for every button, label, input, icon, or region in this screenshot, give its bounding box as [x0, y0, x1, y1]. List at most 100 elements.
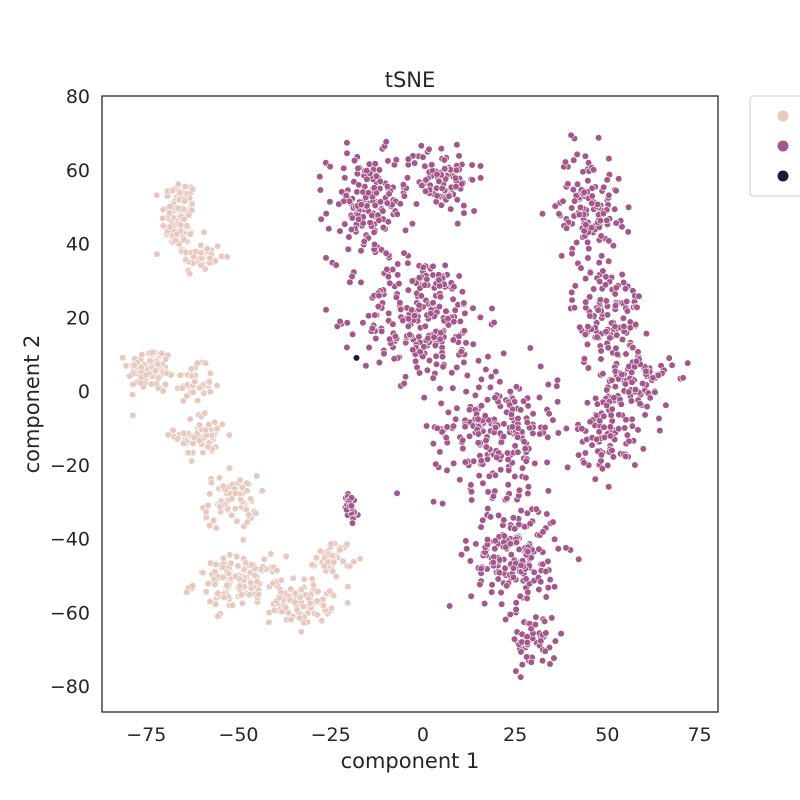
scatter-point: [442, 434, 450, 442]
scatter-point: [370, 228, 378, 236]
scatter-point: [611, 290, 619, 298]
scatter-point: [248, 560, 256, 569]
scatter-point: [612, 284, 620, 292]
scatter-point: [500, 420, 508, 428]
scatter-point: [544, 487, 553, 495]
scatter-point: [206, 388, 214, 396]
scatter-point: [546, 660, 554, 668]
scatter-point: [512, 667, 520, 675]
scatter-point: [592, 435, 601, 444]
scatter-point: [162, 369, 170, 377]
scatter-point: [366, 219, 374, 227]
scatter-point: [432, 352, 440, 360]
scatter-point: [189, 388, 197, 396]
scatter-point: [454, 220, 462, 228]
scatter-point: [432, 360, 441, 368]
scatter-point: [594, 134, 603, 142]
scatter-point: [618, 335, 627, 344]
scatter-point: [349, 330, 357, 339]
scatter-point: [684, 359, 692, 367]
scatter-point: [228, 495, 236, 503]
scatter-point: [352, 354, 361, 362]
scatter-point: [477, 564, 485, 573]
scatter-point: [488, 581, 496, 589]
scatter-point: [631, 386, 640, 394]
scatter-point: [228, 511, 236, 520]
scatter-point: [363, 167, 371, 175]
scatter-point: [544, 380, 552, 389]
scatter-point: [269, 579, 277, 587]
scatter-point: [332, 572, 340, 581]
scatter-point: [350, 157, 359, 165]
scatter-point: [586, 269, 595, 277]
scatter-point: [509, 573, 518, 582]
chart-title: tSNE: [385, 68, 436, 92]
scatter-point: [219, 554, 227, 562]
scatter-point: [551, 202, 559, 210]
scatter-point: [129, 391, 137, 399]
scatter-point: [450, 283, 458, 291]
scatter-point: [239, 536, 247, 544]
scatter-point: [511, 472, 519, 481]
scatter-point: [233, 552, 241, 561]
scatter-point: [203, 245, 211, 253]
scatter-point: [553, 398, 562, 406]
scatter-point: [300, 575, 308, 583]
scatter-point: [549, 416, 557, 424]
scatter-point: [397, 305, 405, 314]
scatter-point: [211, 580, 219, 589]
scatter-point: [174, 204, 182, 212]
scatter-point: [582, 221, 590, 229]
scatter-point: [512, 538, 521, 547]
scatter-point: [428, 161, 436, 169]
x-axis-label: component 1: [341, 749, 480, 773]
scatter-point: [431, 341, 440, 350]
scatter-point: [642, 330, 651, 338]
scatter-point: [318, 617, 326, 625]
scatter-point: [236, 476, 244, 484]
scatter-point: [287, 615, 295, 624]
scatter-point: [476, 162, 485, 170]
scatter-point: [406, 331, 414, 339]
scatter-point: [612, 187, 620, 195]
scatter-point: [492, 424, 500, 432]
scatter-point: [394, 271, 402, 279]
scatter-point: [184, 449, 192, 457]
scatter-point: [469, 340, 477, 348]
scatter-point: [524, 548, 532, 556]
scatter-point: [538, 210, 547, 218]
scatter-point: [456, 317, 465, 326]
scatter-point: [343, 139, 351, 147]
scatter-point: [485, 472, 493, 480]
scatter-point: [347, 502, 356, 510]
scatter-point: [439, 500, 447, 508]
scatter-point: [540, 617, 549, 626]
scatter-point: [512, 599, 520, 607]
scatter-point: [326, 198, 334, 206]
scatter-point: [186, 270, 194, 278]
scatter-point: [475, 383, 483, 392]
scatter-point: [316, 186, 325, 194]
scatter-point: [432, 460, 440, 468]
scatter-point: [403, 174, 412, 182]
scatter-point: [166, 202, 174, 210]
scatter-point: [179, 439, 188, 448]
scatter-point: [375, 216, 383, 224]
scatter-point: [188, 200, 196, 208]
scatter-point: [422, 176, 430, 184]
scatter-point: [449, 422, 458, 430]
scatter-point: [409, 346, 417, 354]
legend-marker: [777, 140, 789, 152]
scatter-point: [618, 370, 626, 379]
scatter-point: [474, 357, 483, 365]
scatter-point: [335, 200, 343, 208]
scatter-point: [531, 620, 540, 629]
scatter-point: [258, 487, 266, 495]
scatter-point: [487, 513, 495, 521]
scatter-point: [523, 509, 532, 517]
y-tick-label: −60: [50, 602, 90, 624]
scatter-point: [597, 347, 605, 355]
scatter-point: [524, 402, 532, 410]
scatter-point: [530, 568, 538, 576]
scatter-point: [126, 372, 134, 380]
